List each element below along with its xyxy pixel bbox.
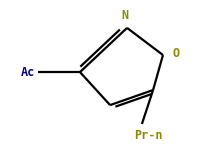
Text: O: O [173,47,180,60]
Text: Pr-n: Pr-n [134,129,163,142]
Text: Ac: Ac [21,66,35,79]
Text: N: N [121,9,129,22]
